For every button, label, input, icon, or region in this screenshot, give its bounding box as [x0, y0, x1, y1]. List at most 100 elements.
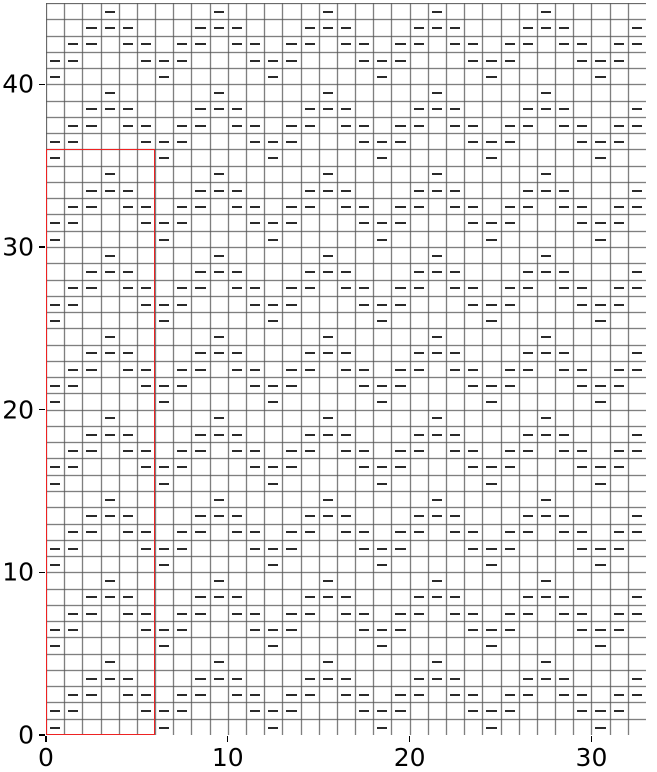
purl-stitch-marker: [195, 43, 206, 46]
purl-stitch-marker: [486, 140, 497, 143]
purl-stitch-marker: [104, 108, 115, 111]
purl-stitch-marker: [577, 206, 588, 208]
purl-stitch-marker: [595, 384, 606, 387]
purl-stitch-marker: [486, 59, 497, 62]
purl-stitch-marker: [413, 531, 424, 534]
purl-stitch-marker: [504, 628, 515, 631]
purl-stitch-marker: [395, 450, 406, 452]
purl-stitch-marker: [86, 368, 97, 371]
purl-stitch-marker: [468, 59, 479, 62]
purl-stitch-marker: [340, 368, 352, 371]
purl-stitch-marker: [468, 612, 479, 615]
purl-stitch-marker: [286, 140, 297, 143]
purl-stitch-marker: [268, 563, 279, 566]
purl-stitch-marker: [104, 498, 115, 501]
purl-stitch-marker: [395, 140, 406, 143]
purl-stitch-marker: [613, 612, 624, 615]
purl-stitch-marker: [450, 352, 461, 355]
purl-stitch-marker: [86, 677, 97, 680]
purl-stitch-marker: [322, 661, 333, 664]
purl-stitch-marker: [86, 450, 97, 452]
purl-stitch-marker: [631, 433, 642, 436]
purl-stitch-marker: [86, 694, 97, 696]
purl-stitch-marker: [431, 352, 442, 355]
purl-stitch-marker: [559, 27, 570, 30]
purl-stitch-marker: [504, 59, 515, 62]
purl-stitch-marker: [250, 287, 261, 290]
stitch-cells-layer[interactable]: [46, 3, 646, 735]
purl-stitch-marker: [522, 287, 533, 290]
purl-stitch-marker: [559, 515, 570, 518]
purl-stitch-marker: [540, 27, 552, 30]
purl-stitch-marker: [559, 124, 570, 127]
purl-stitch-marker: [559, 206, 570, 208]
purl-stitch-marker: [50, 59, 61, 62]
purl-stitch-marker: [359, 531, 370, 534]
purl-stitch-marker: [540, 352, 552, 355]
purl-stitch-marker: [86, 124, 97, 127]
purl-stitch-marker: [322, 189, 333, 192]
purl-stitch-marker: [159, 75, 170, 78]
purl-stitch-marker: [340, 206, 352, 208]
purl-stitch-marker: [540, 271, 552, 274]
purl-stitch-marker: [231, 206, 242, 208]
purl-stitch-marker: [595, 466, 606, 469]
purl-stitch-marker: [577, 368, 588, 371]
purl-stitch-marker: [450, 596, 461, 599]
purl-stitch-marker: [486, 384, 497, 387]
purl-stitch-marker: [322, 108, 333, 111]
purl-stitch-marker: [195, 206, 206, 208]
purl-stitch-marker: [50, 384, 61, 387]
purl-stitch-marker: [140, 694, 152, 696]
purl-stitch-marker: [140, 547, 152, 550]
purl-stitch-marker: [177, 287, 188, 290]
purl-stitch-marker: [504, 547, 515, 550]
purl-stitch-marker: [359, 450, 370, 452]
purl-stitch-marker: [359, 694, 370, 696]
purl-stitch-marker: [613, 694, 624, 696]
purl-stitch-marker: [522, 596, 533, 599]
purl-stitch-marker: [613, 303, 624, 306]
purl-stitch-marker: [250, 450, 261, 452]
purl-stitch-marker: [559, 694, 570, 696]
purl-stitch-marker: [140, 59, 152, 62]
purl-stitch-marker: [450, 43, 461, 46]
purl-stitch-marker: [377, 238, 388, 241]
purl-stitch-marker: [631, 206, 642, 208]
purl-stitch-marker: [322, 498, 333, 501]
purl-stitch-marker: [250, 710, 261, 713]
purl-stitch-marker: [450, 189, 461, 192]
purl-stitch-marker: [413, 694, 424, 696]
purl-stitch-marker: [140, 140, 152, 143]
purl-stitch-marker: [122, 433, 133, 436]
purl-stitch-marker: [68, 287, 79, 290]
purl-stitch-marker: [450, 287, 461, 290]
purl-stitch-marker: [50, 482, 61, 485]
purl-stitch-marker: [486, 75, 497, 78]
purl-stitch-marker: [450, 612, 461, 615]
purl-stitch-marker: [195, 677, 206, 680]
chart-plot-area[interactable]: [46, 3, 646, 735]
purl-stitch-marker: [359, 59, 370, 62]
purl-stitch-marker: [140, 368, 152, 371]
purl-stitch-marker: [504, 450, 515, 452]
purl-stitch-marker: [50, 222, 61, 225]
purl-stitch-marker: [122, 596, 133, 599]
purl-stitch-marker: [140, 287, 152, 290]
purl-stitch-marker: [522, 27, 533, 30]
purl-stitch-marker: [286, 303, 297, 306]
purl-stitch-marker: [104, 417, 115, 420]
purl-stitch-marker: [504, 466, 515, 469]
purl-stitch-marker: [431, 580, 442, 583]
purl-stitch-marker: [86, 271, 97, 274]
purl-stitch-marker: [231, 596, 242, 599]
y-axis-tick: [39, 246, 45, 248]
purl-stitch-marker: [122, 124, 133, 127]
purl-stitch-marker: [286, 222, 297, 225]
purl-stitch-marker: [522, 124, 533, 127]
purl-stitch-marker: [486, 482, 497, 485]
purl-stitch-marker: [613, 124, 624, 127]
purl-stitch-marker: [286, 124, 297, 127]
purl-stitch-marker: [631, 612, 642, 615]
